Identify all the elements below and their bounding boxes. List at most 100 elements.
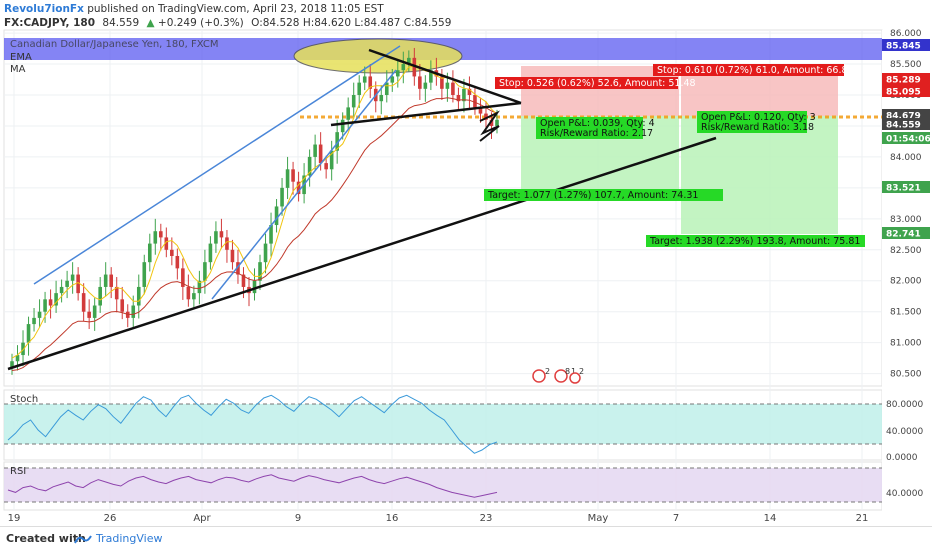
price-tag-label: 84.559 — [886, 121, 921, 131]
price-tag-label: 85.095 — [886, 88, 921, 98]
time-axis[interactable]: 19 26 Apr 9 16 23 May 7 14 21 — [8, 513, 869, 524]
candle-body — [114, 286, 119, 300]
candle-body — [280, 187, 284, 207]
trade-2-pnl-text: Open P&L: 0.120, Qty: 3 — [701, 112, 816, 123]
header-line-2: FX:CADJPY, 180 84.559 ▲ +0.249 (+0.3%) O… — [4, 17, 451, 29]
candle-body — [263, 243, 268, 263]
candle-body — [120, 299, 125, 312]
trade-2-target-zone — [681, 116, 838, 234]
candle-body — [384, 82, 389, 96]
price-tag-label: 01:54:06 — [886, 135, 931, 145]
candle-body — [368, 76, 373, 89]
candle-body — [362, 76, 367, 83]
pennant-shape[interactable] — [479, 110, 500, 142]
candle-body — [192, 293, 196, 300]
trade-2-pnl-tag: Open P&L: 0.120, Qty: 3 Risk/Reward Rati… — [697, 111, 816, 133]
stoch-tick-label: 40.0000 — [886, 427, 923, 437]
candle-body — [473, 95, 477, 108]
event-mark-2-icon[interactable] — [554, 369, 568, 383]
price-tag-bg — [882, 227, 930, 239]
event-mark-3: 1 — [571, 367, 576, 376]
stoch-tick-label: 0.0000 — [886, 453, 918, 463]
rsi-band — [4, 468, 882, 502]
candle-body — [241, 274, 246, 287]
candle-body — [65, 280, 69, 287]
event-mark-1: 2 — [545, 367, 550, 376]
candle-body — [76, 274, 80, 294]
price-axis[interactable]: 86.00085.50085.00084.50084.00083.50083.0… — [886, 29, 923, 499]
tradingview-brand-link[interactable]: TradingView — [96, 532, 163, 545]
y-tick-label: 81.000 — [890, 339, 922, 349]
candle-body — [252, 280, 257, 294]
candle-body — [313, 144, 317, 157]
trade-1-target-tag: Target: 1.077 (1.27%) 107.7, Amount: 74.… — [484, 189, 723, 201]
candle-body — [109, 274, 114, 287]
candle-body — [197, 280, 202, 294]
candle-body — [291, 169, 295, 182]
event-marks[interactable]: 2 8 1 2 — [532, 367, 584, 384]
candle-body — [81, 293, 86, 312]
x-tick-label: May — [588, 513, 609, 524]
y-tick-label: 86.000 — [890, 29, 922, 39]
candle-body — [318, 144, 323, 164]
candles-group — [10, 47, 499, 375]
ema-legend: EMA — [10, 52, 32, 63]
candle-body — [412, 57, 417, 77]
event-mark-1-icon[interactable] — [532, 369, 546, 383]
candle-body — [324, 163, 328, 170]
candle-body — [346, 107, 350, 120]
triangle-base-line[interactable] — [330, 101, 522, 127]
candle-body — [10, 361, 14, 368]
y-tick-label: 83.000 — [890, 215, 922, 225]
created-with-label: Created with — [6, 532, 86, 545]
candle-body — [159, 231, 163, 238]
price-tag-bg — [882, 118, 930, 130]
candle-body — [164, 237, 169, 250]
event-mark-3-icon[interactable] — [569, 372, 581, 384]
published-text: published on TradingView.com, April 23, … — [87, 3, 384, 15]
main-uptrend-line[interactable] — [7, 136, 717, 371]
descending-triangle-line[interactable] — [368, 48, 522, 105]
candle-body — [147, 243, 152, 263]
price-tag-label: 85.289 — [886, 76, 921, 86]
candle-body — [495, 119, 499, 126]
candle-body — [357, 82, 362, 96]
trade-1-stop-tag: Stop: 0.526 (0.62%) 52.6, Amount: 51.48 — [495, 77, 696, 89]
candle-body — [451, 82, 455, 96]
price-chart[interactable]: Stop: 0.526 (0.62%) 52.6, Amount: 51.48 … — [0, 0, 932, 526]
candle-body — [445, 82, 450, 89]
x-tick-label: 19 — [8, 513, 21, 524]
candle-body — [103, 274, 108, 287]
candle-body — [390, 76, 395, 83]
x-tick-label: 23 — [480, 513, 493, 524]
channel-upper-line[interactable] — [33, 45, 401, 285]
trade-2-stop-tag: Stop: 0.610 (0.72%) 61.0, Amount: 66.81 — [653, 64, 854, 76]
event-mark-2: 8 — [565, 367, 570, 376]
candle-body — [329, 150, 334, 170]
trade-2-rr-text: Risk/Reward Ratio: 3.18 — [701, 122, 814, 133]
price-tag-label: 84.679 — [886, 112, 921, 122]
publisher-name[interactable]: Revolu7ionFx — [4, 3, 84, 15]
ema-line — [11, 97, 498, 371]
price-tag-bg — [882, 73, 930, 85]
candle-body — [230, 249, 235, 263]
candle-body — [98, 286, 102, 306]
stoch-line — [7, 394, 498, 454]
candle-body — [467, 88, 472, 96]
channel-lower-line[interactable] — [211, 69, 397, 300]
candle-body — [214, 231, 218, 244]
candle-body — [440, 76, 444, 89]
y-tick-label: 82.000 — [890, 277, 922, 287]
candle-body — [70, 274, 75, 281]
last-price: 84.559 — [102, 17, 140, 29]
x-tick-label: 16 — [386, 513, 399, 524]
candle-body — [401, 64, 406, 71]
candle-body — [351, 95, 356, 108]
x-tick-label: Apr — [193, 513, 211, 524]
candle-body — [274, 206, 279, 226]
candle-body — [285, 169, 290, 188]
candle-body — [335, 132, 339, 151]
candle-body — [407, 57, 411, 65]
trade-1-pnl-text: Open P&L: 0.039, Qty: 4 — [540, 118, 655, 129]
y-tick-label: 80.500 — [890, 370, 922, 380]
